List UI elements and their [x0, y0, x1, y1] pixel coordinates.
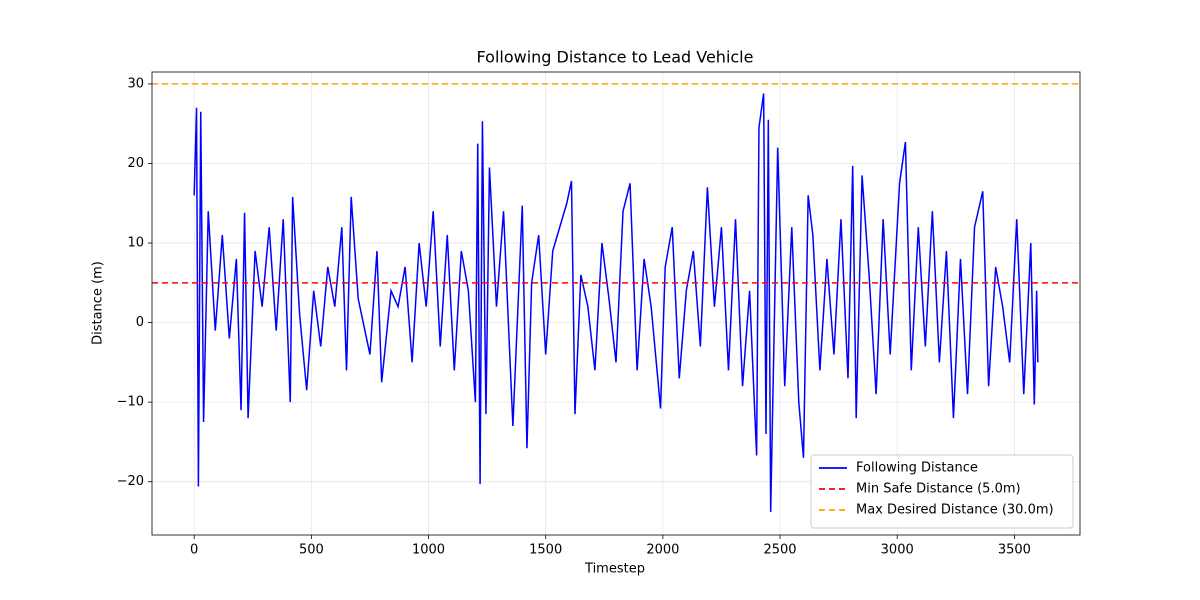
x-tick-label: 500 [299, 543, 324, 558]
y-tick-label: 10 [127, 236, 144, 251]
y-tick-label: 20 [127, 156, 144, 171]
y-tick-label: −20 [117, 474, 144, 489]
legend: Following Distance Min Safe Distance (5.0… [810, 454, 1074, 529]
legend-label: Max Desired Distance (30.0m) [856, 503, 1054, 518]
x-axis-label: Timestep [584, 562, 645, 577]
legend-label: Following Distance [856, 461, 978, 476]
x-tick-label: 1500 [529, 543, 562, 558]
x-tick-label: 0 [190, 543, 198, 558]
x-tick-label: 3500 [998, 543, 1031, 558]
data-line [193, 93, 1039, 512]
legend-box [810, 454, 1074, 529]
plot-frame [151, 71, 1081, 536]
x-tick-label: 3000 [881, 543, 914, 558]
legend-label: Min Safe Distance (5.0m) [856, 482, 1021, 497]
chart-title: Following Distance to Lead Vehicle [477, 48, 754, 67]
x-tick-label: 1000 [412, 543, 445, 558]
y-tick-label: 0 [136, 315, 144, 330]
y-axis-label: Distance (m) [91, 261, 106, 345]
x-tick-label: 2000 [646, 543, 679, 558]
x-tick-label: 2500 [763, 543, 796, 558]
y-tick-label: −10 [117, 395, 144, 410]
y-tick-label: 30 [127, 76, 144, 91]
